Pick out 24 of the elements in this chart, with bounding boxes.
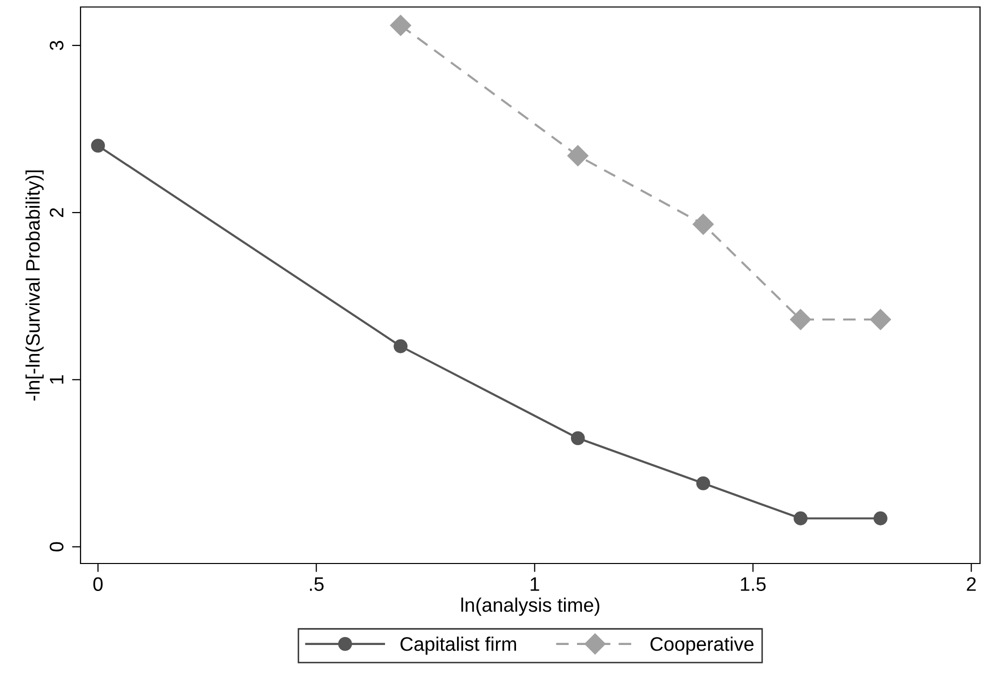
legend-label: Capitalist firm xyxy=(400,636,516,655)
y-tick-label: 1 xyxy=(50,375,64,384)
x-tick-label: 1.5 xyxy=(740,577,766,591)
point xyxy=(790,308,812,330)
point xyxy=(570,431,585,446)
x-tick-label: 0 xyxy=(93,577,103,591)
point xyxy=(394,339,408,354)
x-tick-label: 1 xyxy=(530,577,540,591)
x-tick-label: 2 xyxy=(966,577,976,591)
legend-label: Cooperative xyxy=(650,636,754,655)
point xyxy=(390,14,412,36)
y-tick-label: 0 xyxy=(50,542,64,552)
y-axis-title: -ln[-ln(Survival Probability)] xyxy=(26,170,44,401)
point xyxy=(692,214,714,235)
point xyxy=(91,138,105,153)
x-axis-title: ln(analysis time) xyxy=(461,598,600,616)
y-tick-label: 3 xyxy=(50,40,64,50)
point xyxy=(874,511,888,526)
y-tick-label: 2 xyxy=(50,208,64,217)
point xyxy=(870,308,891,330)
point xyxy=(794,511,808,526)
point xyxy=(567,145,588,166)
point xyxy=(696,476,710,490)
x-tick-label: .5 xyxy=(310,577,324,591)
